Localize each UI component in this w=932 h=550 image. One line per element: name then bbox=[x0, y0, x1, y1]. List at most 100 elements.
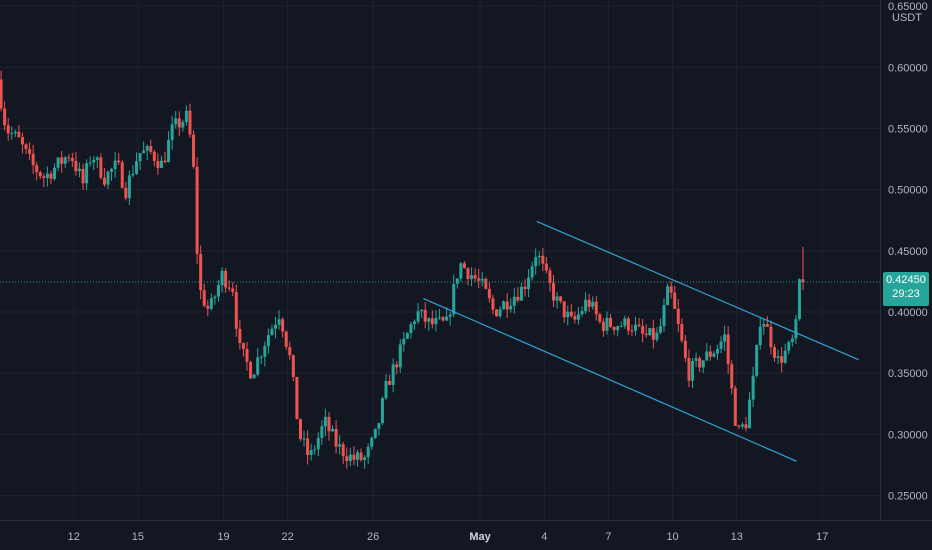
candle-body[interactable] bbox=[213, 296, 217, 299]
time-axis[interactable]: 12 15 19 22 26 May 4 7 10 13 17 bbox=[0, 520, 932, 544]
candle-body[interactable] bbox=[616, 326, 620, 331]
candle-body[interactable] bbox=[363, 457, 367, 460]
candle-body[interactable] bbox=[737, 425, 741, 427]
candle-body[interactable] bbox=[13, 131, 17, 134]
candle-body[interactable] bbox=[99, 157, 103, 178]
candle-body[interactable] bbox=[163, 160, 167, 163]
candle-body[interactable] bbox=[691, 360, 695, 381]
candle-body[interactable] bbox=[241, 342, 245, 350]
candle-body[interactable] bbox=[234, 292, 238, 329]
candle-body[interactable] bbox=[266, 335, 270, 347]
candle-body[interactable] bbox=[751, 375, 755, 400]
candle-body[interactable] bbox=[462, 263, 466, 269]
candle-body[interactable] bbox=[341, 444, 345, 457]
candle-body[interactable] bbox=[395, 364, 399, 368]
candle-body[interactable] bbox=[106, 171, 110, 185]
candle-body[interactable] bbox=[38, 172, 42, 177]
candle-body[interactable] bbox=[60, 157, 64, 164]
candle-body[interactable] bbox=[633, 324, 637, 331]
candle-body[interactable] bbox=[776, 356, 780, 358]
price-axis[interactable]: USDT 0.65000 0.60000 0.55000 0.50000 0.45000… bbox=[880, 0, 932, 520]
candle-body[interactable] bbox=[388, 381, 392, 385]
candle-body[interactable] bbox=[6, 125, 10, 134]
candle-body[interactable] bbox=[762, 323, 766, 327]
candle-body[interactable] bbox=[338, 444, 342, 447]
candle-body[interactable] bbox=[655, 332, 659, 340]
candle-body[interactable] bbox=[680, 323, 684, 341]
candle-body[interactable] bbox=[452, 283, 456, 315]
candle-body[interactable] bbox=[730, 364, 734, 389]
candle-body[interactable] bbox=[259, 356, 263, 358]
candle-body[interactable] bbox=[715, 348, 719, 354]
candle-body[interactable] bbox=[534, 257, 538, 267]
candle-body[interactable] bbox=[648, 327, 652, 336]
candle-body[interactable] bbox=[619, 325, 623, 327]
candle-body[interactable] bbox=[0, 79, 3, 109]
candle-body[interactable] bbox=[209, 298, 213, 309]
candle-body[interactable] bbox=[523, 286, 527, 290]
candle-body[interactable] bbox=[195, 166, 199, 255]
candle-body[interactable] bbox=[552, 283, 556, 301]
candle-body[interactable] bbox=[420, 309, 424, 312]
candle-body[interactable] bbox=[584, 299, 588, 312]
candle-body[interactable] bbox=[149, 146, 153, 152]
candle-body[interactable] bbox=[42, 176, 46, 178]
candle-body[interactable] bbox=[28, 149, 32, 154]
candle-body[interactable] bbox=[594, 301, 598, 315]
candle-body[interactable] bbox=[402, 338, 406, 345]
candle-body[interactable] bbox=[88, 162, 92, 164]
candle-body[interactable] bbox=[327, 416, 331, 432]
candle-body[interactable] bbox=[491, 298, 495, 310]
candle-body[interactable] bbox=[498, 309, 502, 317]
candle-body[interactable] bbox=[95, 157, 99, 160]
candle-body[interactable] bbox=[673, 292, 677, 309]
candle-body[interactable] bbox=[758, 326, 762, 346]
candle-body[interactable] bbox=[270, 328, 274, 336]
candle-body[interactable] bbox=[430, 318, 434, 325]
candle-body[interactable] bbox=[423, 309, 427, 322]
candle-body[interactable] bbox=[35, 165, 39, 173]
candle-body[interactable] bbox=[202, 290, 206, 306]
candle-body[interactable] bbox=[598, 314, 602, 322]
candle-body[interactable] bbox=[113, 160, 117, 170]
candle-body[interactable] bbox=[623, 318, 627, 326]
candle-body[interactable] bbox=[505, 301, 509, 310]
candle-body[interactable] bbox=[434, 317, 438, 325]
candle-body[interactable] bbox=[591, 301, 595, 307]
channel-line-lower[interactable] bbox=[423, 297, 797, 462]
candle-body[interactable] bbox=[723, 334, 727, 342]
candle-body[interactable] bbox=[373, 428, 377, 438]
candle-body[interactable] bbox=[527, 277, 531, 290]
candle-body[interactable] bbox=[755, 345, 759, 376]
candle-body[interactable] bbox=[694, 358, 698, 361]
candle-body[interactable] bbox=[323, 416, 327, 427]
candle-body[interactable] bbox=[712, 353, 716, 357]
candle-body[interactable] bbox=[487, 288, 491, 299]
candle-body[interactable] bbox=[131, 173, 135, 176]
candle-body[interactable] bbox=[658, 326, 662, 333]
candle-body[interactable] bbox=[566, 311, 570, 318]
candle-body[interactable] bbox=[231, 288, 235, 293]
candle-body[interactable] bbox=[726, 334, 730, 365]
candle-body[interactable] bbox=[274, 324, 278, 329]
candle-body[interactable] bbox=[662, 305, 666, 327]
candle-body[interactable] bbox=[701, 360, 705, 368]
candle-body[interactable] bbox=[609, 317, 613, 327]
candle-body[interactable] bbox=[705, 351, 709, 361]
candle-body[interactable] bbox=[559, 296, 563, 302]
candle-body[interactable] bbox=[295, 376, 299, 420]
channel-line-upper[interactable] bbox=[536, 220, 859, 361]
candle-body[interactable] bbox=[630, 330, 634, 332]
candle-body[interactable] bbox=[45, 173, 49, 178]
candle-body[interactable] bbox=[470, 275, 474, 280]
candle-body[interactable] bbox=[145, 146, 149, 151]
candle-body[interactable] bbox=[502, 301, 506, 310]
candle-body[interactable] bbox=[637, 324, 641, 327]
candle-body[interactable] bbox=[102, 177, 106, 185]
candle-body[interactable] bbox=[769, 326, 773, 348]
candle-body[interactable] bbox=[537, 255, 541, 258]
candle-body[interactable] bbox=[92, 159, 96, 163]
candle-body[interactable] bbox=[20, 137, 24, 145]
candle-body[interactable] bbox=[298, 419, 302, 440]
candle-body[interactable] bbox=[576, 314, 580, 320]
